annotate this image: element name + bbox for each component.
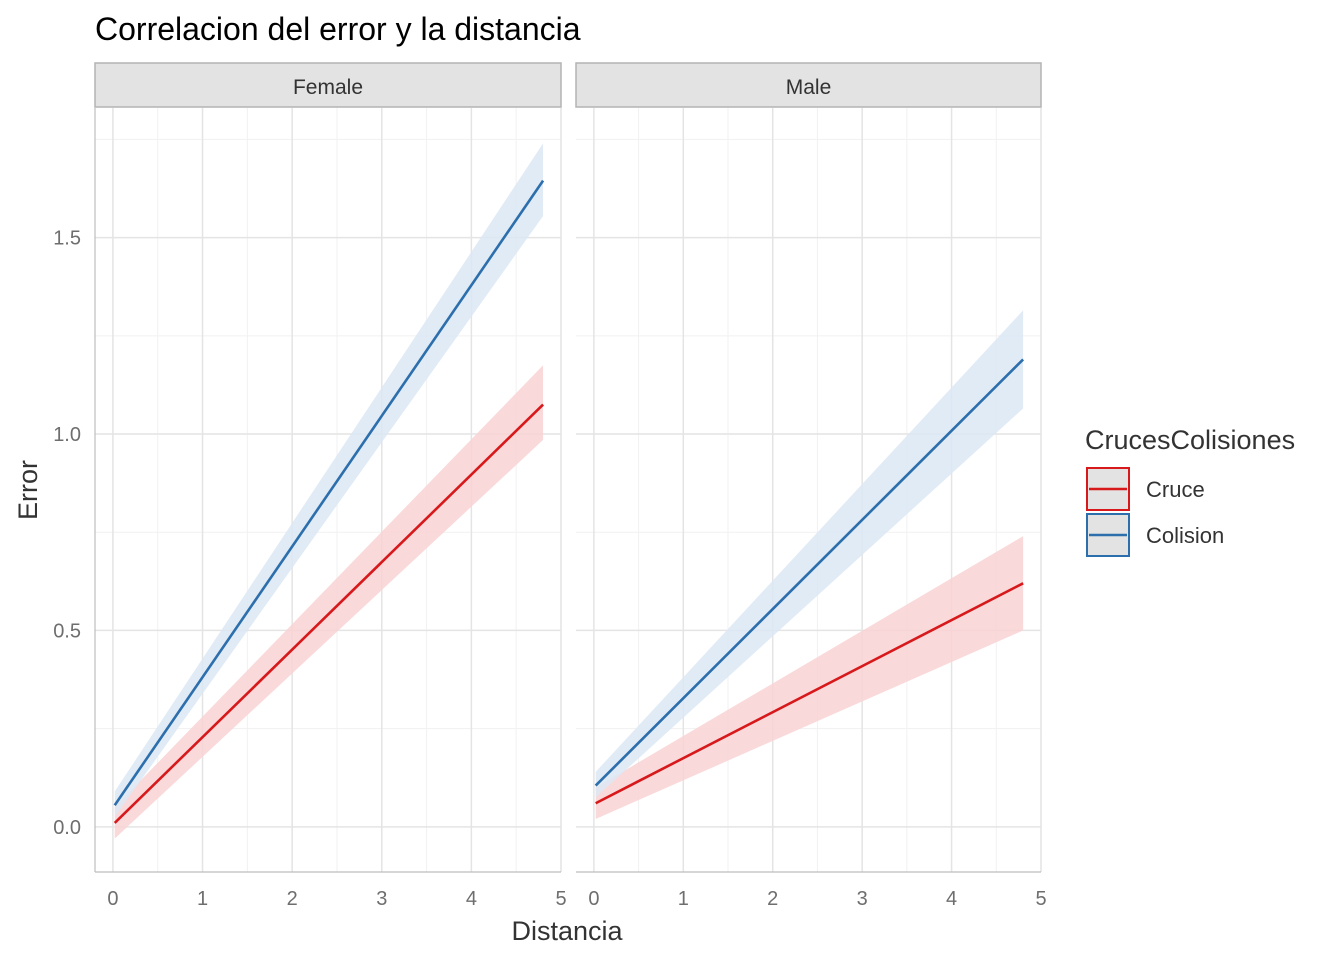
legend-title: CrucesColisiones (1085, 425, 1295, 455)
confidence-band-cruce (114, 365, 544, 839)
chart-title: Correlacion del error y la distancia (95, 11, 581, 47)
x-tick-label: 2 (287, 888, 298, 910)
x-tick-label: 4 (466, 888, 477, 910)
panel-female: Female 0 1 2 3 4 5 0.0 0.5 1.0 1.5 (53, 62, 567, 910)
series-line-cruce (595, 582, 1024, 805)
x-tick-label: 0 (588, 888, 599, 910)
series-line-colision (113, 179, 545, 806)
x-tick-label: 5 (555, 888, 566, 910)
y-tick-label: 0.5 (53, 620, 81, 642)
legend: CrucesColisiones Cruce Colision (1085, 425, 1295, 557)
series-line-cruce (113, 403, 544, 824)
y-tick-label: 0.0 (53, 817, 81, 839)
x-tick-label: 4 (946, 888, 957, 910)
legend-label-colision: Colision (1146, 523, 1224, 548)
y-tick-label: 1.5 (53, 228, 81, 250)
facet-label: Female (293, 76, 363, 99)
x-tick-label: 5 (1035, 888, 1046, 910)
x-tick-label: 1 (197, 888, 208, 910)
x-tick-label: 3 (376, 888, 387, 910)
x-tick-label: 3 (857, 888, 868, 910)
panel-male: Male 0 1 2 3 4 5 (575, 62, 1047, 910)
x-tick-label: 2 (767, 888, 778, 910)
facet-label: Male (786, 76, 832, 99)
panels: Female 0 1 2 3 4 5 0.0 0.5 1.0 1.5 Male 0 1 2 3 4 5 (53, 62, 1047, 910)
x-tick-label: 1 (678, 888, 689, 910)
facet-strip (575, 62, 1042, 108)
confidence-band-colision (595, 310, 1024, 798)
y-axis-title: Error (13, 460, 43, 520)
y-tick-label: 1.0 (53, 424, 81, 446)
legend-label-cruce: Cruce (1146, 477, 1205, 502)
x-axis-title: Distancia (511, 916, 623, 946)
x-tick-label: 0 (107, 888, 118, 910)
facet-strip (94, 62, 562, 108)
series-line-colision (594, 358, 1025, 787)
